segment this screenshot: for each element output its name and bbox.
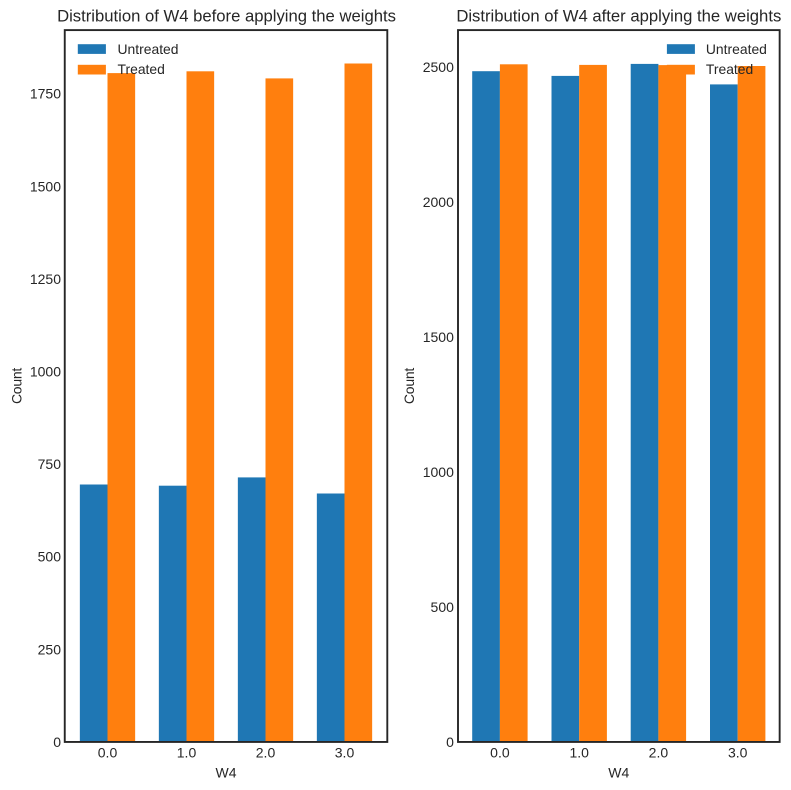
svg-text:2000: 2000	[423, 194, 454, 210]
svg-text:W4: W4	[608, 765, 629, 781]
svg-text:Untreated: Untreated	[118, 41, 179, 57]
svg-text:0: 0	[53, 734, 61, 750]
svg-text:1000: 1000	[30, 364, 61, 380]
svg-text:500: 500	[431, 599, 455, 615]
svg-text:Distribution of W4 after apply: Distribution of W4 after applying the we…	[456, 7, 781, 26]
svg-text:Treated: Treated	[118, 61, 165, 77]
svg-text:3.0: 3.0	[728, 745, 748, 761]
svg-text:1500: 1500	[30, 178, 61, 194]
svg-text:Treated: Treated	[706, 61, 753, 77]
svg-text:1750: 1750	[30, 86, 61, 102]
svg-text:250: 250	[38, 641, 62, 657]
svg-text:Untreated: Untreated	[706, 41, 767, 57]
svg-text:2500: 2500	[423, 59, 454, 75]
svg-text:1000: 1000	[423, 464, 454, 480]
svg-text:Distribution of W4 before appl: Distribution of W4 before applying the w…	[57, 7, 396, 26]
svg-text:Count: Count	[8, 368, 24, 404]
svg-text:Count: Count	[401, 368, 417, 404]
svg-text:3.0: 3.0	[335, 745, 355, 761]
svg-text:750: 750	[38, 456, 62, 472]
svg-text:2.0: 2.0	[649, 745, 669, 761]
svg-text:1.0: 1.0	[569, 745, 589, 761]
svg-text:W4: W4	[216, 765, 237, 781]
svg-text:1.0: 1.0	[177, 745, 197, 761]
svg-text:500: 500	[38, 549, 62, 565]
svg-text:1500: 1500	[423, 329, 454, 345]
svg-text:1250: 1250	[30, 271, 61, 287]
svg-text:2.0: 2.0	[256, 745, 276, 761]
svg-text:0.0: 0.0	[98, 745, 118, 761]
svg-text:0.0: 0.0	[490, 745, 510, 761]
svg-text:0: 0	[446, 734, 454, 750]
